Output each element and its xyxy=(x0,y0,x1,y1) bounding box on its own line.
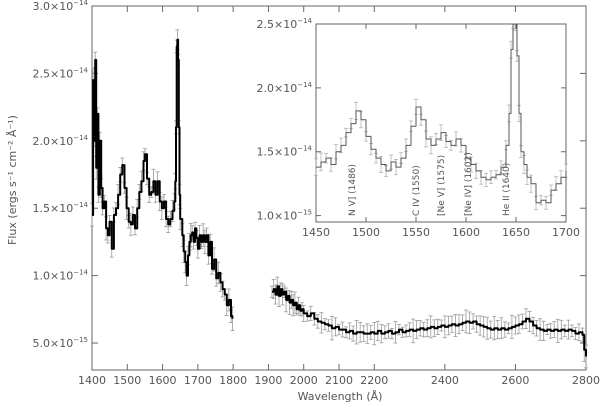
inset-x-tick-label: 1700 xyxy=(552,226,580,239)
y-tick-label: 5.0×10−15 xyxy=(33,336,89,350)
y-tick-label: 2.5×10−14 xyxy=(33,66,89,80)
x-tick-label: 2100 xyxy=(325,374,353,387)
x-tick-label: 2000 xyxy=(290,374,318,387)
y-tick-label: 2.0×10−14 xyxy=(33,134,89,148)
line-annotation: He II (1640) xyxy=(502,163,512,216)
spectrum-line-segment-2 xyxy=(272,285,587,357)
inset-x-tick-label: 1450 xyxy=(302,226,330,239)
inset-x-tick-label: 1550 xyxy=(402,226,430,239)
inset-frame xyxy=(315,23,567,223)
inset-spectrum-line xyxy=(316,23,567,204)
y-tick-label: 3.0×10−14 xyxy=(33,0,89,13)
spectrum-line-segment-1 xyxy=(92,38,234,319)
line-annotation: N V] (1486) xyxy=(348,164,358,216)
inset-plot: 1450 1500 1550 1600 1650 1700 1.5×10−14 2.0×10−… xyxy=(257,17,581,239)
x-tick-label: 1700 xyxy=(184,374,212,387)
inset-y-tick-label: 2.5×10−14 xyxy=(257,17,313,31)
y-axis-title: Flux (ergs s⁻¹ cm⁻² Å⁻¹) xyxy=(6,115,19,245)
line-annotation: [Ne IV] (1602) xyxy=(464,152,474,216)
x-tick-label: 1400 xyxy=(78,374,106,387)
inset-y-tick-label: 2.0×10−14 xyxy=(257,81,313,95)
y-tick-label: 1.0×10−14 xyxy=(33,269,89,283)
x-tick-label: 2400 xyxy=(431,374,459,387)
y-tick-label: 1.5×10−14 xyxy=(33,201,89,215)
x-axis-title: Wavelength (Å) xyxy=(298,390,383,403)
inset-x-tick-label: 1500 xyxy=(352,226,380,239)
inset-x-tick-label: 1650 xyxy=(502,226,530,239)
x-tick-label: 1900 xyxy=(254,374,282,387)
line-annotation: C IV (1550) xyxy=(412,165,422,216)
line-annotation: [Ne V] (1575) xyxy=(437,155,447,216)
inset-x-tick-label: 1600 xyxy=(452,226,480,239)
x-tick-label: 2200 xyxy=(360,374,388,387)
x-tick-label: 2800 xyxy=(572,374,600,387)
main-plot: 1400 1500 1600 1700 1800 1900 2000 2100 2200 2400… xyxy=(33,0,600,387)
x-tick-label: 1600 xyxy=(149,374,177,387)
inset-y-tick-label: 1.0×10−15 xyxy=(257,209,313,223)
x-tick-label: 1800 xyxy=(219,374,247,387)
x-tick-label: 1500 xyxy=(113,374,141,387)
x-tick-label: 2600 xyxy=(501,374,529,387)
inset-y-tick-label: 1.5×10−14 xyxy=(257,145,313,159)
